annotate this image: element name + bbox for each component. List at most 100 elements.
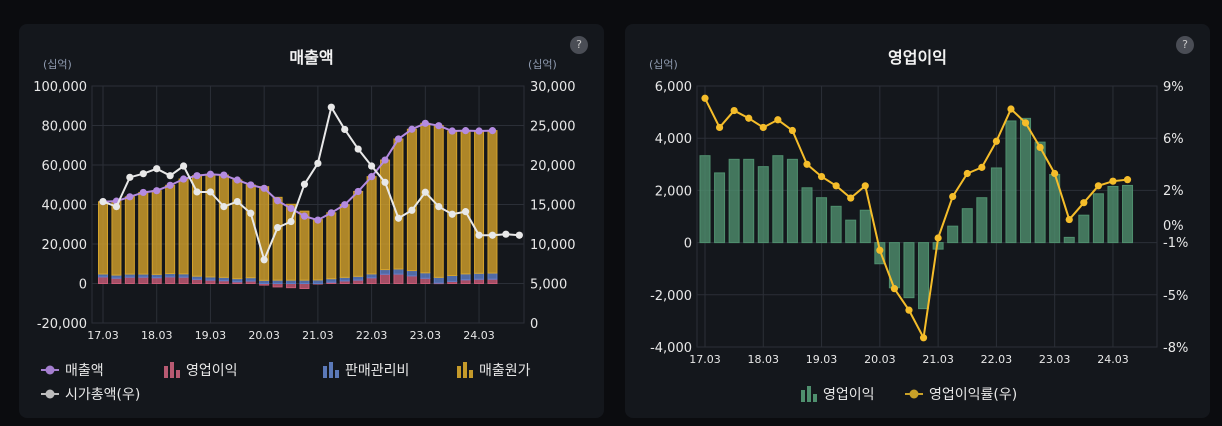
point-영업이익률(우) bbox=[919, 334, 928, 342]
point-영업이익률(우) bbox=[832, 182, 840, 190]
chart-title: 매출액 bbox=[289, 48, 334, 67]
point-영업이익률(우) bbox=[803, 160, 811, 168]
bar-판매관리비 bbox=[447, 275, 458, 282]
bar-판매관리비 bbox=[178, 273, 189, 278]
bar-영업이익 bbox=[1092, 193, 1104, 244]
point-시가총액(우) bbox=[112, 203, 121, 211]
legend-item[interactable]: 영업이익 bbox=[164, 360, 238, 380]
point-매출액 bbox=[166, 181, 174, 189]
bar-판매관리비 bbox=[339, 276, 350, 282]
bar-매출원가 bbox=[366, 176, 377, 275]
bar-판매관리비 bbox=[299, 279, 310, 284]
point-매출액 bbox=[287, 204, 295, 213]
bar-판매관리비 bbox=[165, 273, 176, 278]
point-시가총액(우) bbox=[475, 231, 483, 239]
point-매출액 bbox=[408, 125, 416, 133]
bar-매출원가 bbox=[124, 196, 135, 275]
point-시가총액(우) bbox=[435, 203, 443, 211]
point-시가총액(우) bbox=[139, 170, 147, 178]
point-시가총액(우) bbox=[502, 230, 510, 238]
point-매출액 bbox=[206, 170, 215, 178]
bar-영업이익 bbox=[380, 273, 391, 284]
legend-item[interactable]: 영업이익률(우) bbox=[905, 384, 1017, 404]
bar-영업이익 bbox=[1063, 236, 1075, 244]
legend-item[interactable]: 판매관리비 bbox=[323, 360, 409, 380]
bar-매출원가 bbox=[272, 196, 283, 281]
bar-매출원가 bbox=[326, 212, 337, 280]
bar-판매관리비 bbox=[406, 270, 417, 277]
bar-영업이익 bbox=[98, 276, 108, 284]
bar-영업이익 bbox=[192, 278, 203, 284]
legend-item[interactable]: 매출액 bbox=[41, 360, 104, 380]
point-시가총액(우) bbox=[193, 188, 201, 196]
point-영업이익률(우) bbox=[715, 123, 724, 132]
point-시가총액(우) bbox=[341, 125, 349, 134]
y-tick-label: 0 bbox=[684, 237, 692, 252]
point-시가총액(우) bbox=[247, 209, 255, 217]
point-시가총액(우) bbox=[220, 203, 228, 211]
y2-tick-label: 6% bbox=[1163, 132, 1184, 147]
bar-영업이익 bbox=[947, 225, 959, 244]
y-tick-label: 100,000 bbox=[33, 80, 87, 95]
bar-매출원가 bbox=[232, 179, 243, 280]
bar-chart-icon bbox=[164, 362, 180, 378]
x-tick-label: 18.03 bbox=[748, 353, 780, 366]
bar-영업이익 bbox=[205, 279, 216, 284]
point-영업이익률(우) bbox=[1094, 182, 1102, 190]
bar-영업이익 bbox=[728, 158, 740, 244]
point-영업이익률(우) bbox=[817, 172, 826, 181]
x-tick-label: 18.03 bbox=[141, 329, 173, 342]
x-tick-label: 23.03 bbox=[1039, 353, 1071, 366]
point-매출액 bbox=[368, 173, 376, 181]
bar-판매관리비 bbox=[433, 276, 444, 284]
y-tick-label: 6,000 bbox=[655, 80, 692, 95]
legend-label: 매출원가 bbox=[479, 363, 531, 379]
bar-영업이익 bbox=[151, 277, 162, 284]
legend-item[interactable]: 영업이익 bbox=[801, 384, 875, 404]
bar-매출원가 bbox=[393, 138, 404, 270]
point-매출액 bbox=[193, 172, 201, 180]
x-tick-label: 17.03 bbox=[87, 329, 119, 342]
bar-영업이익 bbox=[286, 283, 297, 289]
point-영업이익률(우) bbox=[1123, 176, 1132, 184]
help-icon[interactable]: ? bbox=[570, 36, 588, 54]
x-tick-label: 19.03 bbox=[806, 353, 838, 366]
point-영업이익률(우) bbox=[701, 94, 709, 102]
point-매출액 bbox=[314, 216, 322, 224]
point-시가총액(우) bbox=[300, 180, 309, 188]
point-영업이익률(우) bbox=[730, 106, 738, 115]
help-icon[interactable]: ? bbox=[1176, 36, 1194, 54]
y2-tick-label: 10,000 bbox=[530, 238, 576, 253]
plot-frame bbox=[696, 85, 1158, 348]
line-marker-icon bbox=[41, 389, 59, 399]
y-tick-label: 80,000 bbox=[42, 120, 88, 135]
legend-item[interactable]: 매출원가 bbox=[457, 360, 531, 380]
point-영업이익률(우) bbox=[876, 246, 884, 254]
point-시가총액(우) bbox=[206, 188, 215, 196]
y-tick-label: -2,000 bbox=[650, 289, 692, 304]
bar-매출원가 bbox=[245, 184, 256, 279]
point-매출액 bbox=[260, 184, 268, 192]
bar-chart-icon bbox=[457, 362, 473, 378]
bar-영업이익 bbox=[299, 283, 310, 289]
point-시가총액(우) bbox=[381, 178, 389, 186]
bar-영업이익 bbox=[1107, 185, 1119, 244]
point-영업이익률(우) bbox=[992, 137, 1000, 145]
bar-매출원가 bbox=[151, 190, 162, 275]
point-영업이익률(우) bbox=[978, 163, 986, 171]
legend-label: 영업이익률(우) bbox=[929, 387, 1018, 403]
y-tick-label: -20,000 bbox=[37, 317, 87, 332]
legend-label: 영업이익 bbox=[823, 387, 875, 403]
x-tick-label: 21.03 bbox=[922, 353, 954, 366]
point-영업이익률(우) bbox=[788, 126, 797, 135]
bar-영업이익 bbox=[406, 275, 417, 285]
bar-영업이익 bbox=[165, 276, 176, 284]
legend-item[interactable]: 시가총액(우) bbox=[41, 384, 140, 404]
point-시가총액(우) bbox=[448, 210, 456, 218]
revenue-panel: 100,000 80,000 60,000 40,000 20,000 0 -20,000 3… bbox=[19, 24, 604, 418]
bar-영업이익 bbox=[743, 158, 755, 244]
point-시가총액(우) bbox=[179, 162, 188, 170]
bar-영업이익 bbox=[757, 166, 769, 244]
bar-판매관리비 bbox=[151, 273, 162, 279]
bar-영업이익 bbox=[1034, 141, 1046, 244]
